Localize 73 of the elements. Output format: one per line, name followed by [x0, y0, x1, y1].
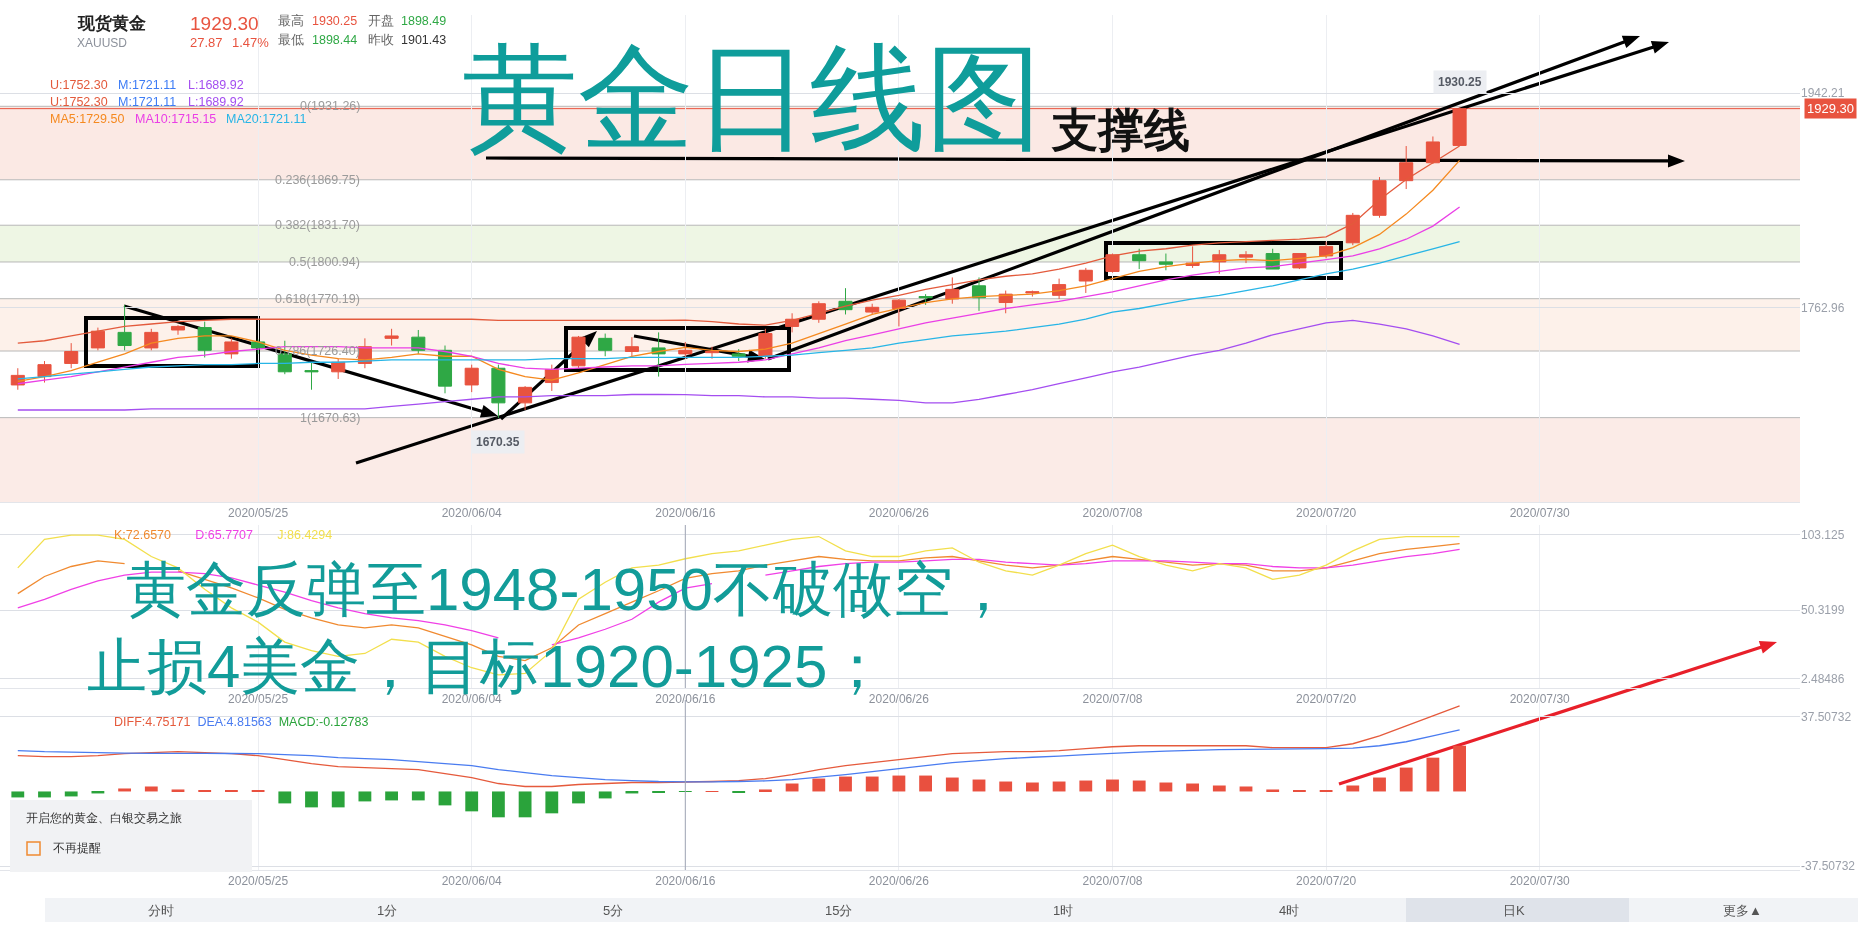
- annotation: 开盘: [368, 14, 394, 28]
- annotation: MA20:1721.11: [226, 112, 307, 126]
- text: J:86.4294: [277, 528, 333, 542]
- annotation: 最高: [278, 13, 304, 28]
- annotation: M:1721.11: [118, 95, 177, 109]
- series-label: K:72.6570: [114, 528, 172, 542]
- annotation: 不再提醒: [53, 841, 101, 855]
- x-tick-label: 2020/07/08: [1082, 506, 1143, 521]
- annotation: 开启您的黄金、白银交易之旅: [26, 811, 182, 825]
- x-tick-label: 2020/06/16: [655, 506, 716, 521]
- x-tick-label: 2020/07/20: [1296, 874, 1357, 889]
- annotation: 昨收: [368, 33, 394, 47]
- annotation: 支撑线: [1051, 104, 1190, 156]
- x-tick-label: 2020/07/20: [1296, 692, 1357, 707]
- ref-line-label: 0.5(1800.94): [289, 255, 360, 269]
- x-tick-label: 2020/06/04: [441, 874, 503, 889]
- text: 4时: [1279, 903, 1300, 918]
- annotation: 1670.35: [476, 435, 520, 449]
- y-tick-label: 103.125: [1801, 528, 1845, 543]
- annotation: 1898.44: [312, 33, 358, 47]
- annotation: 1929.30: [190, 13, 259, 34]
- text: 5分: [603, 903, 624, 918]
- x-tick-label: 2020/06/16: [655, 874, 716, 889]
- annotation: 最低: [278, 33, 304, 47]
- x-tick-label: 2020/06/26: [868, 506, 930, 521]
- series-label: DEA:4.81563: [197, 715, 272, 729]
- x-tick-label: 2020/06/04: [441, 506, 503, 521]
- x-tick-label: 2020/07/08: [1082, 692, 1143, 707]
- text: 1分: [377, 903, 398, 918]
- annotation: L:1689.92: [188, 95, 244, 109]
- text: 日K: [1503, 903, 1525, 918]
- annotation: 1930.25: [312, 14, 358, 28]
- x-tick-label: 2020/06/26: [868, 692, 930, 707]
- text: D:65.7707: [195, 528, 254, 542]
- y-tick-label: 37.50732: [1801, 710, 1852, 725]
- annotation: MA10:1715.15: [135, 112, 217, 126]
- annotation: U:1752.30: [50, 78, 108, 92]
- x-tick-label: 2020/05/25: [228, 874, 289, 889]
- annotation: 1898.49: [401, 14, 447, 28]
- annotation: 1901.43: [401, 33, 447, 47]
- y-tick-label: -37.50732: [1801, 859, 1856, 874]
- ref-line-label: 0.382(1831.70): [275, 218, 360, 232]
- annotation: U:1752.30: [50, 95, 108, 109]
- x-tick-label: 2020/07/30: [1509, 506, 1571, 521]
- annotation: MA5:1729.50: [50, 112, 125, 126]
- annotation: 1.47%: [232, 35, 270, 50]
- annotation: 27.87: [190, 35, 223, 50]
- x-tick-label: 2020/07/20: [1296, 506, 1357, 521]
- x-tick-label: 2020/07/30: [1509, 874, 1571, 889]
- text: 更多▲: [1723, 903, 1762, 918]
- text: 1时: [1053, 903, 1074, 918]
- annotation: XAUUSD: [77, 36, 128, 50]
- x-tick-label: 2020/06/26: [868, 874, 930, 889]
- annotation: M:1721.11: [118, 78, 177, 92]
- x-tick-label: 2020/05/25: [228, 506, 289, 521]
- text: MACD:-0.12783: [278, 715, 369, 729]
- ref-line-label: 0.236(1869.75): [275, 173, 360, 187]
- y-tick-label: 1762.96: [1801, 300, 1845, 315]
- annotation: 现货黄金: [77, 14, 146, 33]
- series-label: DIFF:4.75171: [114, 715, 191, 729]
- ref-line-label: 1(1670.63): [300, 411, 361, 425]
- x-tick-label: 2020/07/30: [1509, 692, 1571, 707]
- annotation: 1930.25: [1438, 75, 1482, 89]
- x-tick-label: 2020/06/16: [655, 692, 716, 707]
- text: 分时: [148, 903, 174, 918]
- y-tick-label: 2.48486: [1801, 671, 1845, 686]
- ref-line-label: 0.618(1770.19): [275, 292, 360, 306]
- y-tick-label: 50.3199: [1801, 603, 1845, 618]
- y-tick-label: 1942.21: [1801, 86, 1845, 101]
- annotation: L:1689.92: [188, 78, 244, 92]
- text: 15分: [825, 903, 853, 918]
- ref-line-label: 1929.30: [1807, 101, 1854, 116]
- x-tick-label: 2020/07/08: [1082, 874, 1143, 889]
